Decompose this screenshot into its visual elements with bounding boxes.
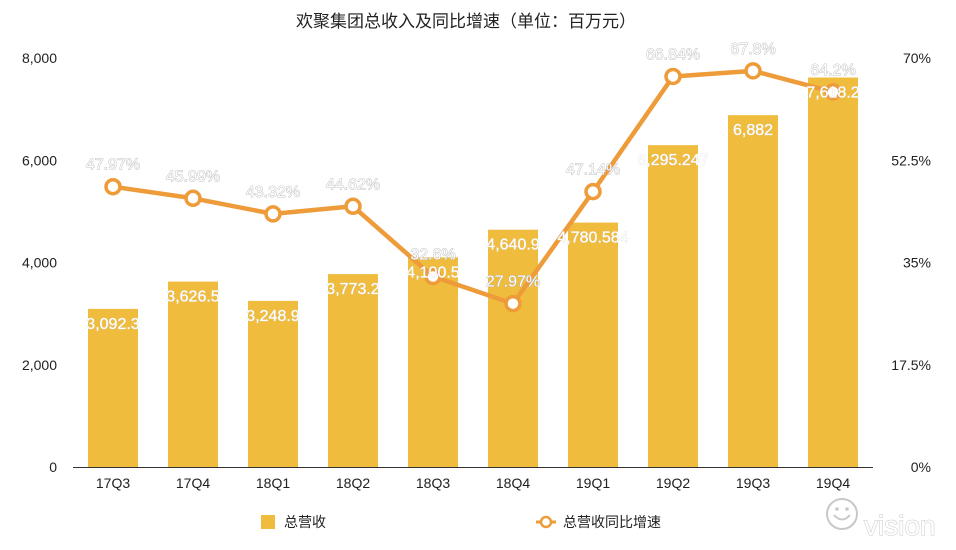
revenue-bar	[728, 115, 778, 468]
line-data-label: 32.6%	[410, 247, 455, 264]
revenue-bar	[168, 281, 218, 467]
growth-point	[584, 182, 602, 201]
line-data-label: 27.97%	[486, 274, 540, 291]
line-data-label: 44.62%	[326, 176, 380, 193]
x-axis-tick-label: 19Q3	[736, 475, 770, 491]
line-data-label: 66.84%	[646, 46, 700, 63]
growth-point	[344, 197, 362, 216]
growth-point	[744, 62, 762, 80]
legend-bar-label: 总营收	[284, 514, 326, 530]
smile-logo-icon	[826, 498, 858, 530]
revenue-bar	[568, 222, 618, 467]
left-axis-tick-label: 8,000	[22, 50, 57, 66]
bar-data-label: 3,092.3	[86, 316, 139, 333]
legend-line-label: 总营收同比增速	[563, 514, 661, 530]
revenue-bar	[88, 308, 138, 467]
right-axis-tick-label: 52.5%	[891, 152, 931, 168]
bar-data-label: 6,295.247	[637, 152, 708, 169]
growth-point	[504, 294, 522, 313]
growth-point	[264, 205, 282, 223]
bar-data-labels: 3,092.3 3,626.5 3,248.9 3,773.2 4,100.5 4,640…	[86, 84, 860, 333]
bar-data-label: 3,248.9	[246, 308, 299, 325]
revenue-bar	[328, 274, 378, 467]
growth-point	[184, 189, 202, 208]
growth-line	[104, 62, 842, 313]
bar-data-label: 4,100.5	[406, 264, 459, 281]
growth-point	[824, 83, 842, 101]
line-data-label: 43.32%	[246, 184, 300, 201]
bar-data-label: 7,618.2	[806, 85, 859, 102]
bar-data-label: 3,773.2	[326, 281, 379, 298]
x-axis-tick-label: 17Q3	[96, 475, 130, 491]
growth-point	[424, 267, 442, 286]
revenue-bar	[488, 229, 538, 467]
bar-data-label: 4,640.9	[486, 237, 539, 254]
bar-data-label: 6,882	[733, 122, 773, 139]
revenue-bars	[88, 77, 858, 468]
right-axis-tick-label: 17.5%	[891, 357, 931, 373]
legend-bar-swatch	[261, 515, 275, 529]
x-axis-tick-label: 17Q4	[176, 475, 210, 491]
revenue-bar	[648, 145, 698, 467]
watermark-text: vision	[864, 510, 936, 541]
right-y-axis: 0% 17.5% 35% 52.5% 70%	[891, 50, 931, 475]
legend-line-marker	[539, 515, 553, 529]
x-axis-tick-label: 19Q1	[576, 475, 610, 491]
bar-data-label: 4,780.584	[557, 230, 628, 247]
chart-title: 欢聚集团总收入及同比增速（单位：百万元）	[296, 12, 636, 31]
line-data-label: 64.2%	[810, 62, 855, 79]
line-data-label: 67.8%	[730, 41, 775, 58]
revenue-bar	[408, 257, 458, 467]
x-axis-tick-label: 19Q2	[656, 475, 690, 491]
line-data-labels: 47.97% 45.99% 43.32% 44.62% 32.6% 27.97% 47.14…	[85, 40, 856, 291]
x-axis: 17Q3 17Q4 18Q1 18Q2 18Q3 18Q4 19Q1 19Q2 19Q3 19Q4	[73, 467, 873, 491]
x-axis-tick-label: 18Q3	[416, 475, 450, 491]
left-y-axis: 0 2,000 4,000 6,000 8,000	[22, 50, 57, 475]
x-axis-tick-label: 19Q4	[816, 475, 850, 491]
left-axis-tick-label: 2,000	[22, 357, 57, 373]
right-axis-tick-label: 0%	[911, 459, 931, 475]
bar-data-label: 3,626.5	[166, 289, 219, 306]
legend: 总营收 总营收同比增速	[261, 514, 661, 530]
growth-point	[664, 67, 682, 86]
line-data-label: 45.99%	[166, 168, 220, 185]
revenue-bar	[808, 77, 858, 467]
left-axis-tick-label: 0	[49, 459, 57, 475]
left-axis-tick-label: 4,000	[22, 255, 57, 271]
watermark: vision	[826, 498, 936, 542]
growth-line-path	[110, 68, 836, 306]
line-data-label: 47.97%	[86, 157, 140, 174]
right-axis-tick-label: 70%	[903, 50, 931, 66]
revenue-bar	[248, 300, 298, 467]
left-axis-tick-label: 6,000	[22, 152, 57, 168]
growth-point	[104, 177, 122, 196]
line-data-label: 47.14%	[566, 162, 620, 179]
right-axis-tick-label: 35%	[903, 255, 931, 271]
x-axis-tick-label: 18Q1	[256, 475, 290, 491]
x-axis-tick-label: 18Q4	[496, 475, 530, 491]
x-axis-tick-label: 18Q2	[336, 475, 370, 491]
